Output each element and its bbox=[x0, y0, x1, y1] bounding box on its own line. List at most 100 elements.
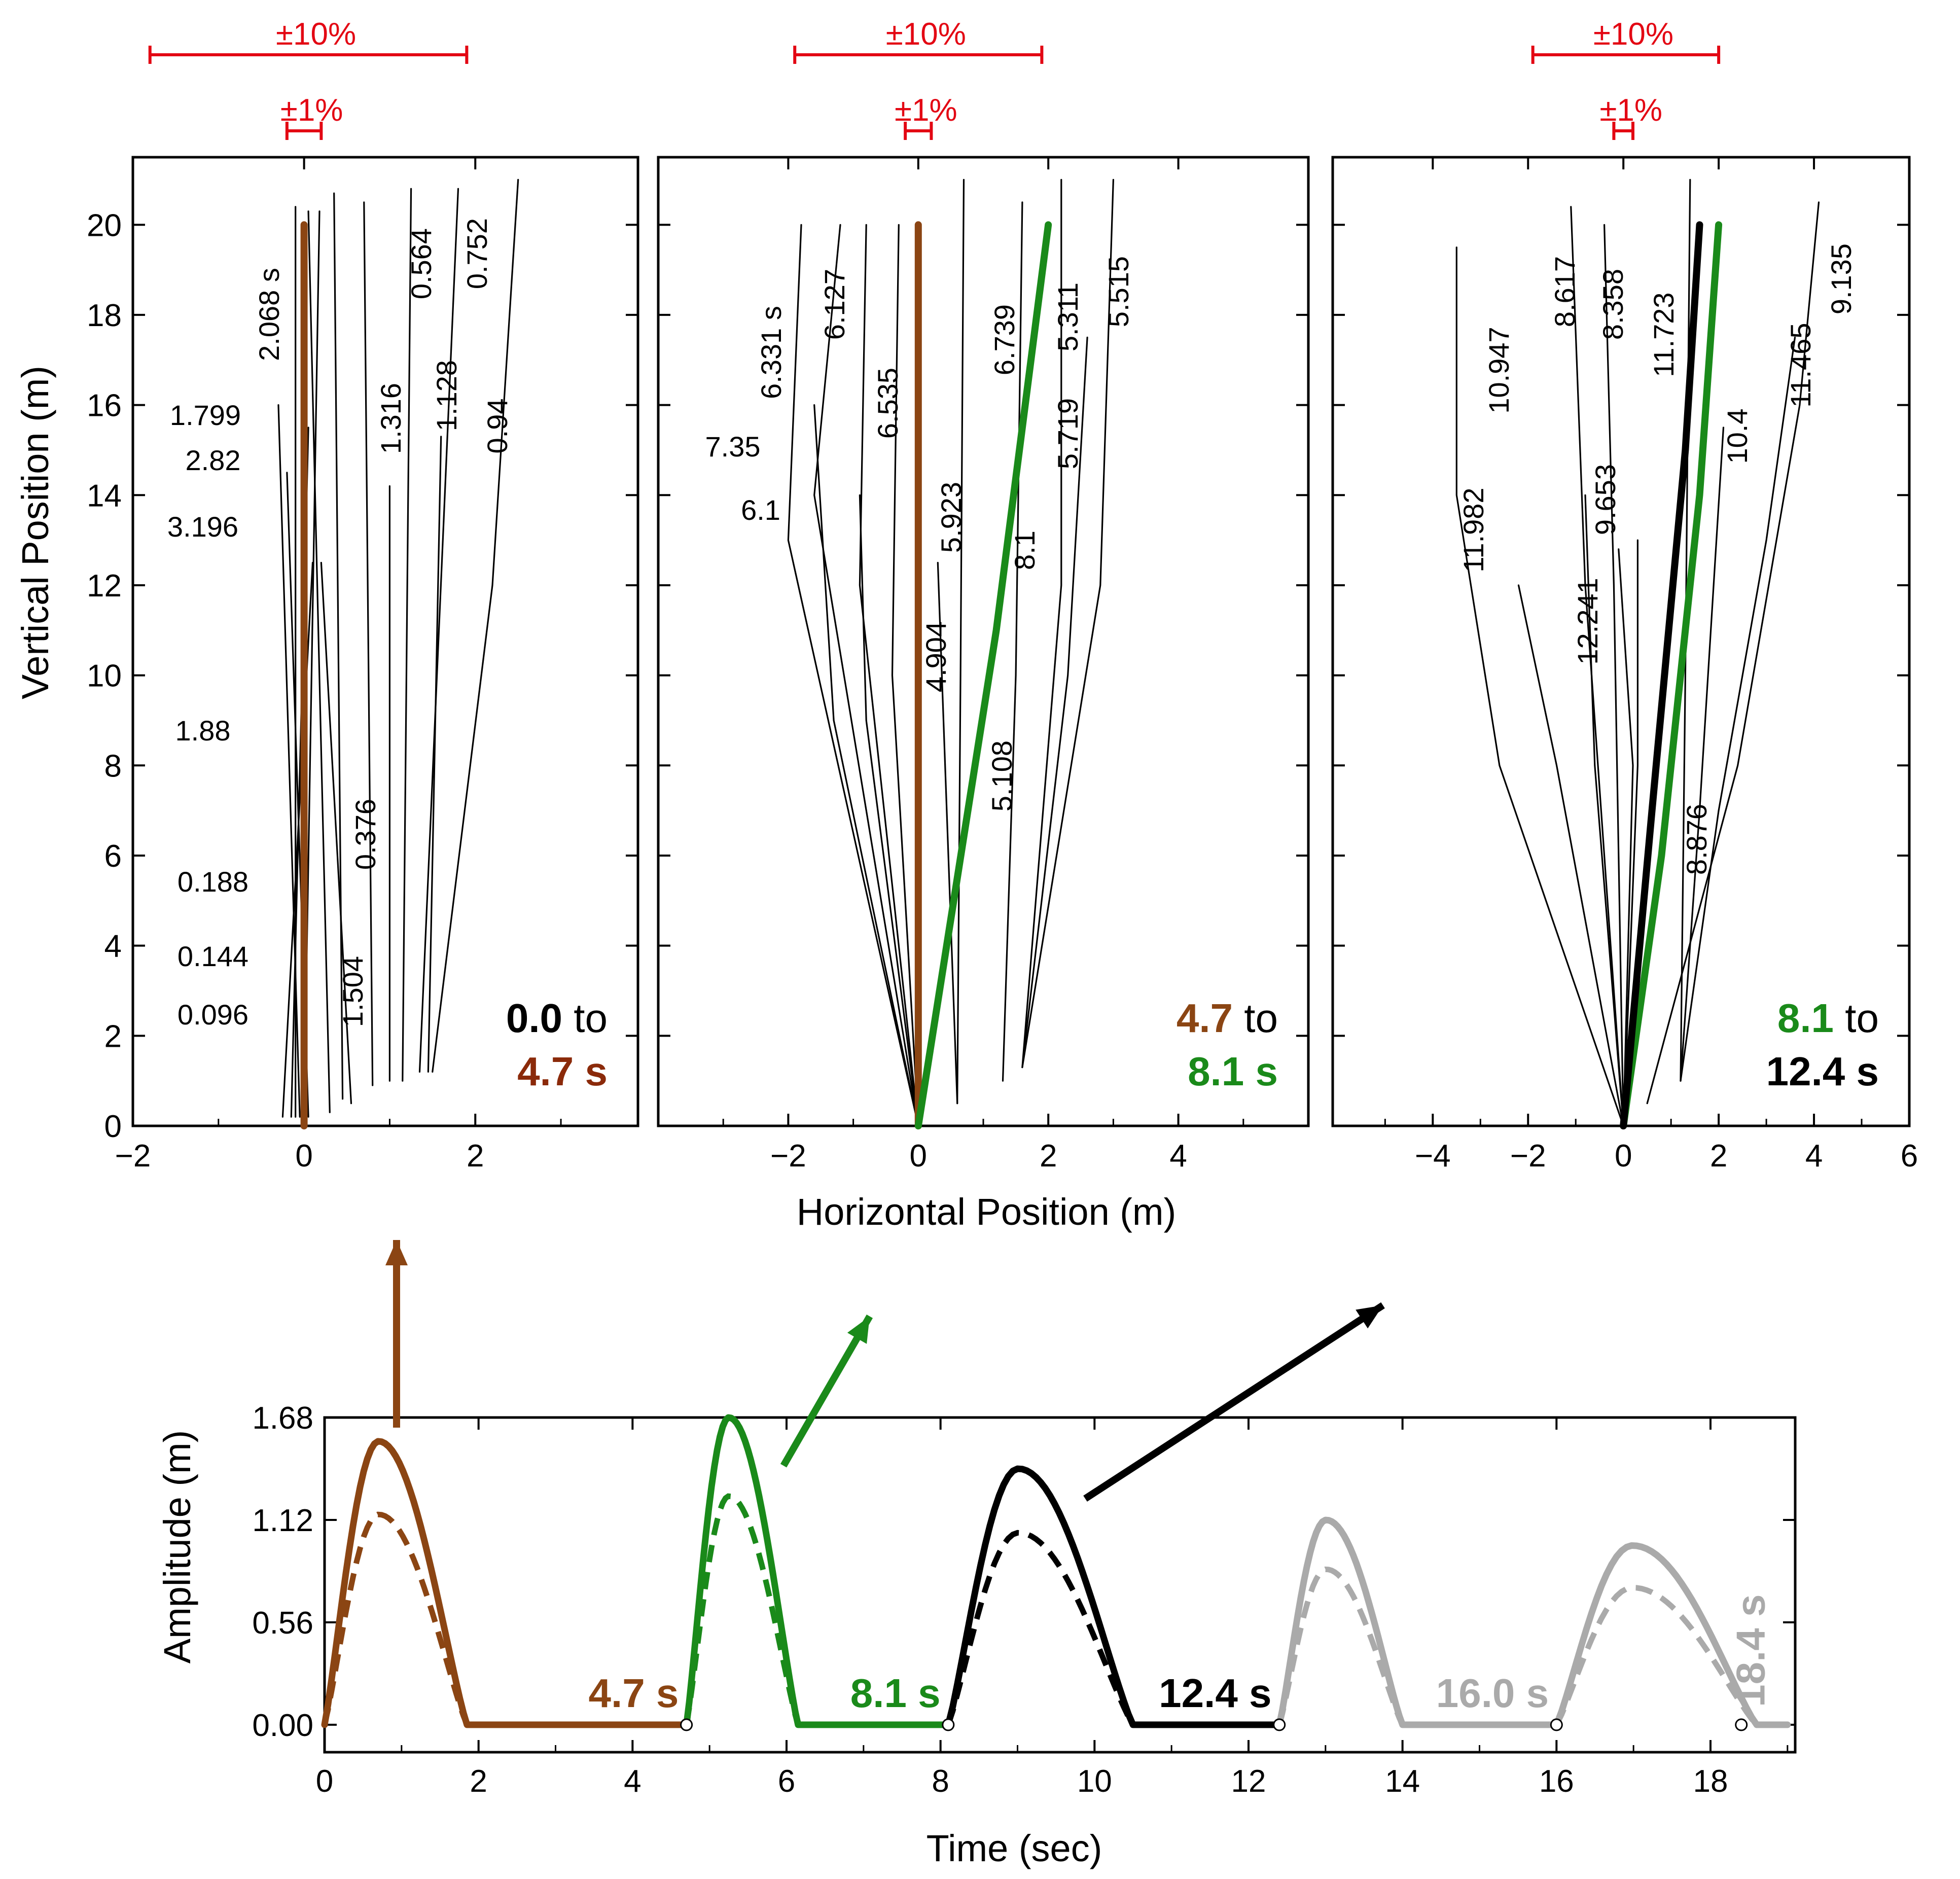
trajectory-line bbox=[1680, 336, 1796, 1082]
time-label: 5.515 bbox=[1102, 256, 1134, 327]
time-label: 0.144 bbox=[177, 940, 248, 972]
error-bar-label: ±1% bbox=[1599, 93, 1662, 128]
time-label: 6.127 bbox=[818, 269, 850, 340]
x-axis-title-top: Horizontal Position (m) bbox=[797, 1191, 1176, 1233]
y-tick-label: 12 bbox=[87, 569, 122, 604]
x-tick-label: 6 bbox=[778, 1764, 795, 1799]
segment-label: 18.4 s bbox=[1728, 1594, 1773, 1707]
direction-arrow-head bbox=[385, 1240, 408, 1265]
trajectory-line bbox=[914, 221, 1052, 1129]
y-tick-label: 0 bbox=[104, 1109, 122, 1144]
trajectory-line bbox=[427, 436, 442, 1073]
x-tick-label: 4 bbox=[1805, 1139, 1823, 1174]
x-tick-label: 8 bbox=[932, 1764, 949, 1799]
time-label: 8.1 bbox=[1009, 530, 1041, 570]
time-label: 0.94 bbox=[481, 399, 513, 454]
segment-marker bbox=[1735, 1718, 1748, 1731]
amplitude-pulse bbox=[1276, 1516, 1560, 1728]
x-tick-label: 12 bbox=[1231, 1764, 1266, 1799]
error-bar-label: ±1% bbox=[895, 93, 957, 128]
time-label: 1.316 bbox=[375, 383, 407, 454]
x-tick-label: 4 bbox=[624, 1764, 641, 1799]
error-bar-label: ±10% bbox=[1593, 17, 1673, 52]
x-tick-label: 0 bbox=[316, 1764, 333, 1799]
corner-range-end: 8.1 s bbox=[1188, 1049, 1278, 1094]
trajectory-line bbox=[1680, 427, 1725, 1082]
amplitude-pulse bbox=[945, 1465, 1283, 1728]
error-bar-label: ±10% bbox=[886, 17, 966, 52]
y-tick-label: 18 bbox=[87, 298, 122, 333]
trajectory-line bbox=[320, 561, 352, 1105]
amplitude-pulse bbox=[1553, 1542, 1791, 1728]
amplitude-pulse bbox=[321, 1438, 690, 1728]
segment-label: 16.0 s bbox=[1436, 1671, 1549, 1716]
panel-right: −4 −2 0 2 4 6 ±10% ±1% 10.947 11.982 12.241 9.653 8.… bbox=[1331, 17, 1918, 1174]
trajectory-line bbox=[402, 188, 412, 1082]
trajectory-line bbox=[1021, 179, 1062, 1069]
trajectory-line bbox=[787, 224, 919, 1127]
corner-start: 0.0 bbox=[506, 996, 562, 1041]
time-label: 9.135 bbox=[1825, 243, 1857, 314]
amplitude-frame bbox=[323, 1416, 1797, 1754]
trajectory-line bbox=[956, 179, 965, 1105]
time-label: 8.876 bbox=[1681, 804, 1713, 875]
x-tick-label: 0 bbox=[1615, 1139, 1632, 1174]
x-tick-label: −4 bbox=[1415, 1139, 1451, 1174]
trajectory-line bbox=[1002, 201, 1023, 1082]
trajectory-line bbox=[1618, 548, 1634, 1127]
amplitude-pulse-dashed bbox=[1554, 1584, 1759, 1727]
corner-start: 4.7 bbox=[1177, 996, 1233, 1041]
amplitude-pulse-dashed bbox=[1276, 1566, 1405, 1726]
segment-marker bbox=[1550, 1718, 1563, 1731]
y-tick-label: 1.12 bbox=[252, 1503, 313, 1538]
trajectory-line bbox=[813, 404, 919, 1127]
error-bar-label: ±1% bbox=[280, 93, 343, 128]
segment-label: 12.4 s bbox=[1159, 1671, 1271, 1716]
amplitude-pulse-dashed bbox=[684, 1493, 801, 1726]
y-tick-label: 14 bbox=[87, 478, 122, 513]
time-label: 5.108 bbox=[986, 740, 1018, 811]
x-tick-label: 10 bbox=[1077, 1764, 1112, 1799]
x-tick-label: 16 bbox=[1539, 1764, 1574, 1799]
corner-mid: to bbox=[562, 996, 608, 1041]
time-label: 6.331 s bbox=[755, 306, 787, 399]
y-axis-title-bottom: Amplitude (m) bbox=[156, 1430, 198, 1664]
time-label: 8.617 bbox=[1549, 256, 1581, 327]
time-label: 12.241 bbox=[1572, 578, 1603, 664]
segment-marker bbox=[680, 1718, 693, 1731]
trajectory-line bbox=[937, 561, 958, 1105]
time-label: 11.723 bbox=[1648, 292, 1680, 377]
time-label: 1.128 bbox=[431, 360, 462, 431]
trajectory-line bbox=[277, 404, 301, 1118]
trajectory-line bbox=[1622, 539, 1638, 1127]
x-tick-label: 4 bbox=[1169, 1139, 1187, 1174]
amplitude-pulse-dashed bbox=[945, 1530, 1135, 1726]
corner-range-start: 0.0 to bbox=[506, 996, 608, 1041]
corner-range-end: 4.7 s bbox=[517, 1049, 608, 1094]
time-label: 10.4 bbox=[1721, 409, 1753, 464]
time-label: 5.923 bbox=[935, 482, 967, 553]
panel-middle: −2 0 2 4 ±10% ±1% 6.331 s 6.127 6.535 7.35 6.1 5.92… bbox=[657, 17, 1310, 1174]
time-label: 4.904 bbox=[920, 621, 952, 692]
time-label: 9.653 bbox=[1589, 464, 1621, 535]
time-label: 5.719 bbox=[1052, 398, 1084, 469]
time-label: 5.311 bbox=[1052, 282, 1084, 351]
amplitude-chart: 0.00 0.56 1.12 1.68 0 2 4 6 8 10 12 14 16 18 4.7 s 8.1 … bbox=[252, 1240, 1797, 1799]
time-label: 3.196 bbox=[167, 511, 238, 543]
trajectory-line bbox=[1584, 494, 1624, 1127]
amplitude-pulse bbox=[683, 1414, 952, 1728]
y-tick-label: 6 bbox=[104, 839, 122, 874]
x-axis-title-bottom: Time (sec) bbox=[926, 1827, 1102, 1869]
trajectory-line bbox=[891, 224, 919, 1127]
trajectory-line bbox=[859, 224, 919, 1127]
x-tick-label: 14 bbox=[1385, 1764, 1420, 1799]
trajectory-line bbox=[1646, 201, 1820, 1105]
y-tick-label: 2 bbox=[104, 1019, 122, 1054]
time-label: 2.068 s bbox=[253, 268, 285, 361]
x-tick-label: 0 bbox=[295, 1139, 312, 1174]
trajectory-line bbox=[1570, 206, 1624, 1127]
time-label: 0.376 bbox=[349, 799, 381, 870]
trajectory-line bbox=[418, 188, 459, 1073]
